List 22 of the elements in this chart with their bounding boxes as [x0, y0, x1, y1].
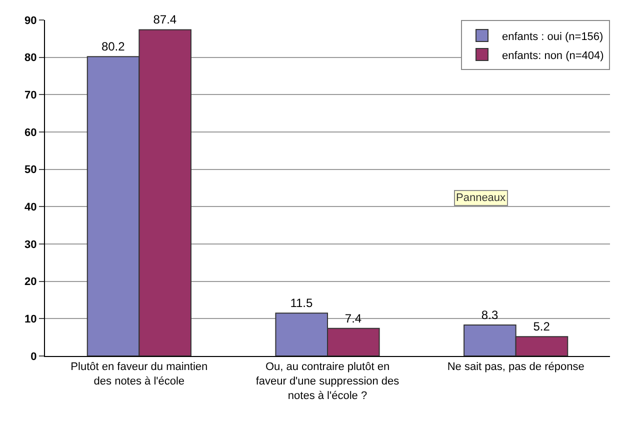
x-tick-label: Ou, au contraire plutôt en faveur d'une suppression des notes à l'école ?: [256, 361, 400, 402]
y-tick-label: 10: [24, 314, 37, 326]
x-tick-label: Plutôt en faveur du maintien des notes à l'école: [70, 361, 208, 388]
y-tick-label: 60: [24, 126, 37, 139]
data-label: 87.4: [153, 12, 177, 27]
x-tick-label: Ne sait pas, pas de réponse: [447, 361, 584, 374]
y-tick-label: 20: [24, 276, 37, 288]
annotation: Panneaux: [456, 192, 506, 204]
y-tick-label: 0: [30, 350, 37, 363]
y-tick-label: 80: [24, 52, 37, 64]
data-label: 11.5: [290, 296, 313, 310]
legend-label: enfants: non (n=404): [502, 50, 604, 62]
y-tick-label: 50: [24, 164, 37, 176]
data-label: 5.2: [533, 320, 550, 334]
y-tick-label: 30: [24, 238, 37, 251]
y-tick-label: 90: [24, 14, 37, 27]
legend-label: enfants : oui (n=156): [502, 30, 604, 43]
data-label: 7.4: [344, 311, 362, 326]
data-label: 80.2: [101, 40, 126, 54]
y-tick-label: 40: [24, 202, 37, 214]
y-tick-label: 70: [24, 90, 37, 102]
data-label: 8.3: [481, 308, 498, 322]
